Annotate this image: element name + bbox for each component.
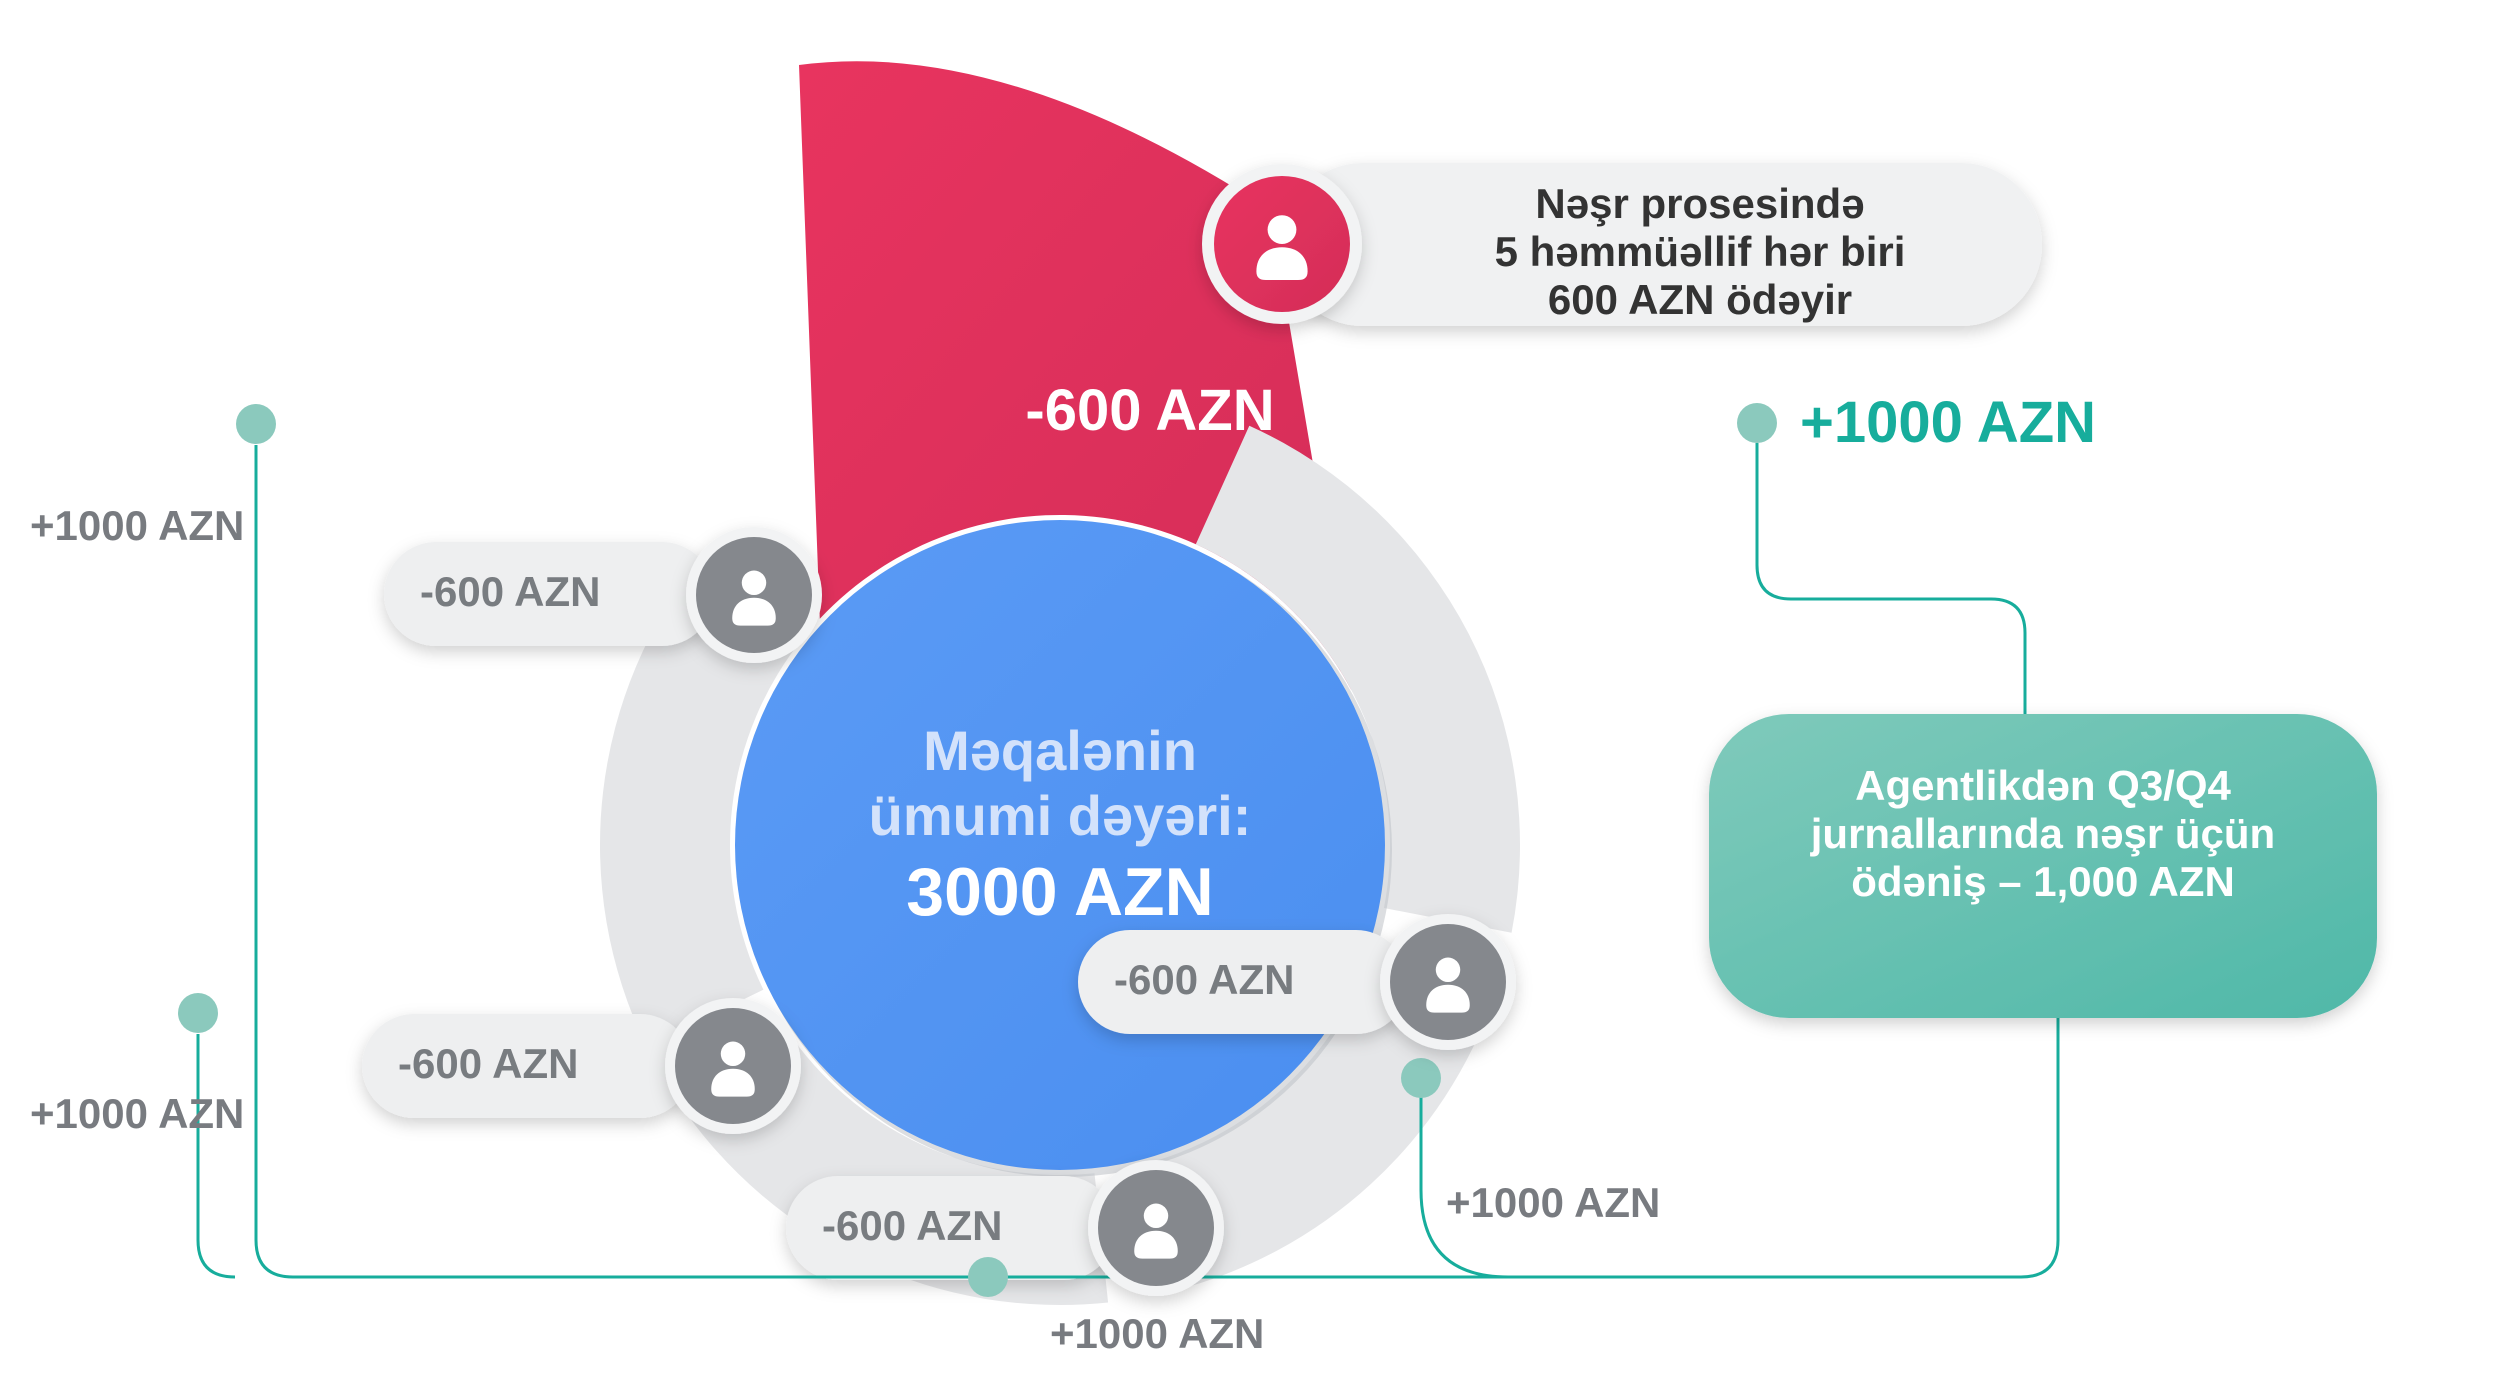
svg-text:jurnallarında nəşr üçün: jurnallarında nəşr üçün <box>1810 810 2275 857</box>
svg-text:-600 AZN: -600 AZN <box>1025 378 1274 443</box>
svg-text:+1000 AZN: +1000 AZN <box>30 1090 244 1137</box>
svg-text:ümumi dəyəri:: ümumi dəyəri: <box>869 784 1252 847</box>
svg-text:-600 AZN: -600 AZN <box>398 1040 579 1087</box>
svg-text:+1000 AZN: +1000 AZN <box>1800 390 2096 455</box>
svg-text:+1000 AZN: +1000 AZN <box>1446 1179 1660 1226</box>
svg-text:-600 AZN: -600 AZN <box>1114 956 1295 1003</box>
svg-text:5 həmmüəllif hər biri: 5 həmmüəllif hər biri <box>1495 228 1906 275</box>
svg-text:+1000 AZN: +1000 AZN <box>30 502 244 549</box>
svg-text:-600 AZN: -600 AZN <box>822 1202 1003 1249</box>
svg-text:-600 AZN: -600 AZN <box>420 568 601 615</box>
svg-text:Agentlikdən Q3/Q4: Agentlikdən Q3/Q4 <box>1855 762 2231 809</box>
svg-text:+1000 AZN: +1000 AZN <box>1050 1310 1264 1357</box>
svg-text:Nəşr prosesində: Nəşr prosesində <box>1535 180 1864 227</box>
svg-text:600 AZN ödəyir: 600 AZN ödəyir <box>1548 276 1852 323</box>
svg-text:ödəniş – 1,000 AZN: ödəniş – 1,000 AZN <box>1851 858 2235 905</box>
svg-text:3000 AZN: 3000 AZN <box>906 854 1213 930</box>
svg-text:Məqalənin: Məqalənin <box>923 719 1197 782</box>
